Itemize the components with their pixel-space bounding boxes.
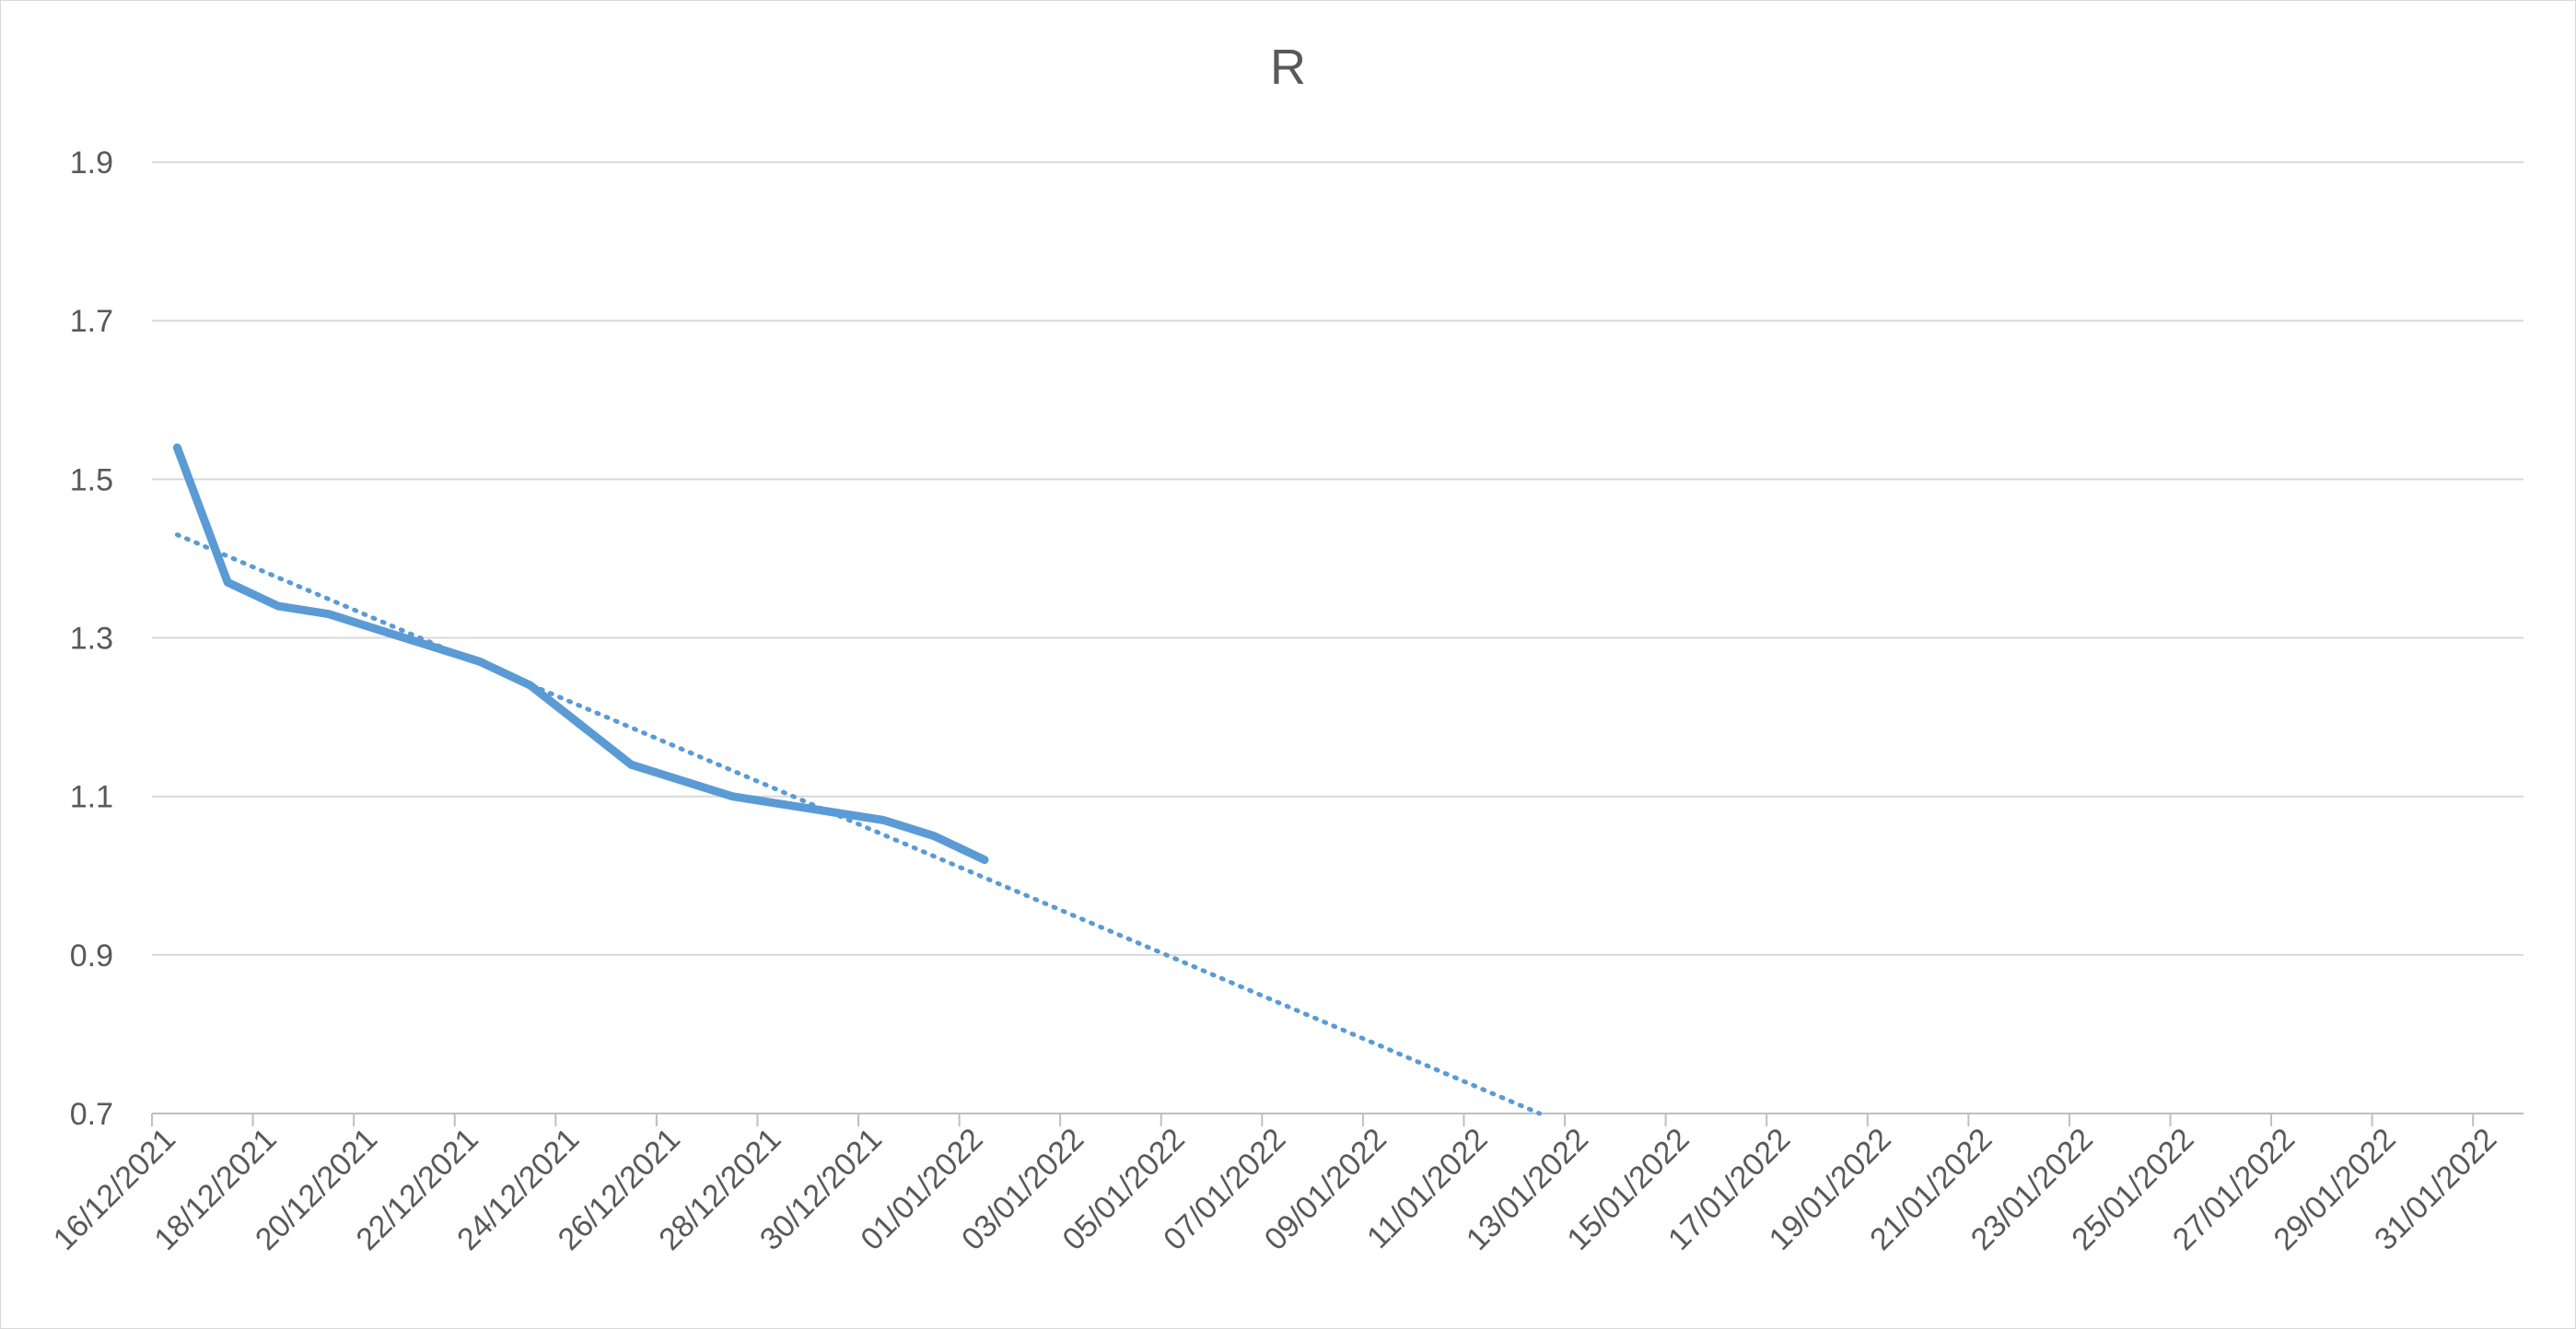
x-axis-tick-labels: 16/12/202118/12/202120/12/202122/12/2021… <box>47 1122 2503 1257</box>
y-tick-label: 0.7 <box>70 1097 113 1132</box>
y-tick-label: 1.1 <box>70 780 113 815</box>
y-tick-label: 1.3 <box>70 622 113 657</box>
y-tick-label: 1.5 <box>70 462 113 497</box>
y-axis-tick-labels: 0.7 0.9 1.1 1.3 1.5 1.7 1.9 <box>70 146 113 1132</box>
y-tick-label: 1.9 <box>70 146 113 181</box>
gridlines <box>152 161 2524 956</box>
y-tick-label: 1.7 <box>70 304 113 339</box>
chart-title: R <box>1270 40 1306 95</box>
trendline <box>174 532 1543 1116</box>
series-line <box>172 443 989 865</box>
series-lines <box>172 443 1543 1116</box>
y-tick-label: 0.9 <box>70 938 113 973</box>
x-axis <box>151 1113 2524 1126</box>
